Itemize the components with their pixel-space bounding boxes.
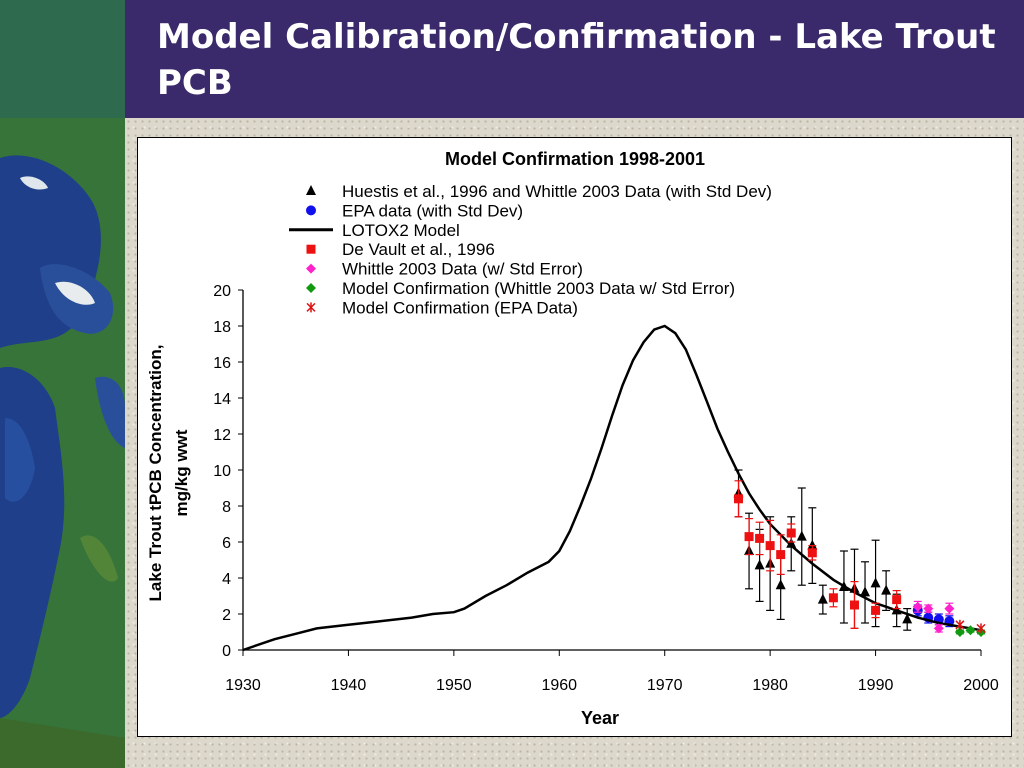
data-point <box>954 627 965 637</box>
series-2 <box>242 324 982 652</box>
data-point <box>944 603 955 614</box>
data-point <box>965 625 976 636</box>
legend-label: Whittle 2003 Data (w/ Std Error) <box>342 260 583 279</box>
data-point <box>776 550 786 560</box>
data-point <box>775 579 786 590</box>
data-point <box>734 494 744 504</box>
legend-marker <box>306 244 316 254</box>
y-tick-label: 12 <box>213 427 231 444</box>
y-tick-label: 14 <box>213 391 231 408</box>
x-tick-label: 1930 <box>225 677 261 694</box>
title-bar <box>125 0 1024 118</box>
data-point <box>902 613 913 624</box>
x-tick-label: 2000 <box>963 677 999 694</box>
plot-area: 0 2 4 6 8 10 12 14 16 18 20 1930 1940 1950 1960 1970 198… <box>213 283 999 694</box>
data-point <box>881 584 892 595</box>
data-point <box>912 601 923 612</box>
data-point <box>828 593 838 603</box>
data-point <box>976 623 986 634</box>
x-tick-label: 1970 <box>647 677 683 694</box>
y-tick-label: 10 <box>213 463 231 480</box>
data-point <box>871 605 881 615</box>
data-point <box>754 559 765 570</box>
data-point <box>765 541 775 551</box>
y-tick-label: 6 <box>222 535 231 552</box>
x-tick-label: 1990 <box>858 677 894 694</box>
legend-label: Model Confirmation (Whittle 2003 Data w/… <box>342 279 735 298</box>
chart-panel: Model Confirmation 1998-2001 Huestis et … <box>137 137 1012 737</box>
data-point <box>849 600 859 610</box>
legend-label: LOTOX2 Model <box>342 221 460 240</box>
data-point <box>807 548 817 558</box>
series-1 <box>912 604 955 628</box>
legend-label: EPA data (with Std Dev) <box>342 201 523 220</box>
model-curve <box>242 324 982 652</box>
data-point <box>860 586 871 597</box>
x-tick-label: 1960 <box>541 677 577 694</box>
slide-title: Model Calibration/Confirmation - Lake Tr… <box>157 17 996 103</box>
data-point <box>923 603 934 614</box>
data-point <box>796 530 807 541</box>
great-lakes-satellite-image <box>0 118 125 768</box>
series-3 <box>734 480 902 629</box>
y-tick-label: 0 <box>222 643 231 660</box>
legend-label: Model Confirmation (EPA Data) <box>342 298 578 317</box>
chart-title: Model Confirmation 1998-2001 <box>445 149 705 169</box>
series-6 <box>955 619 986 634</box>
legend: Huestis et al., 1996 and Whittle 2003 Da… <box>289 182 772 317</box>
legend-marker <box>306 263 316 274</box>
legend-marker <box>306 302 316 313</box>
data-point <box>807 539 818 550</box>
x-tick-label: 1940 <box>331 677 367 694</box>
y-tick-label: 18 <box>213 319 231 336</box>
corner-green-block <box>0 0 125 118</box>
legend-marker <box>306 205 316 216</box>
data-point <box>786 537 797 548</box>
data-point <box>744 532 754 542</box>
legend-marker <box>306 283 316 293</box>
data-point <box>870 577 881 588</box>
legend-label: Huestis et al., 1996 and Whittle 2003 Da… <box>342 182 772 201</box>
y-tick-label: 2 <box>222 607 231 624</box>
series-4 <box>912 600 955 634</box>
data-point <box>755 533 765 543</box>
y-tick-label: 20 <box>213 283 231 300</box>
y-tick-label: 4 <box>222 571 231 588</box>
y-tick-label: 16 <box>213 355 231 372</box>
legend-label: De Vault et al., 1996 <box>342 240 495 259</box>
data-point <box>955 619 965 630</box>
data-point <box>933 623 944 634</box>
data-point <box>786 528 796 538</box>
data-point <box>892 595 902 605</box>
data-point <box>817 593 828 604</box>
x-tick-label: 1980 <box>752 677 788 694</box>
legend-marker <box>306 185 316 195</box>
chart: Model Confirmation 1998-2001 Huestis et … <box>146 149 999 728</box>
y-axis-label-line2: mg/kg wwt <box>172 429 191 516</box>
x-tick-label: 1950 <box>436 677 472 694</box>
y-tick-label: 8 <box>222 499 231 516</box>
y-axis-label-line1: Lake Trout tPCB Concentration, <box>146 345 165 602</box>
x-axis-label: Year <box>581 708 619 728</box>
